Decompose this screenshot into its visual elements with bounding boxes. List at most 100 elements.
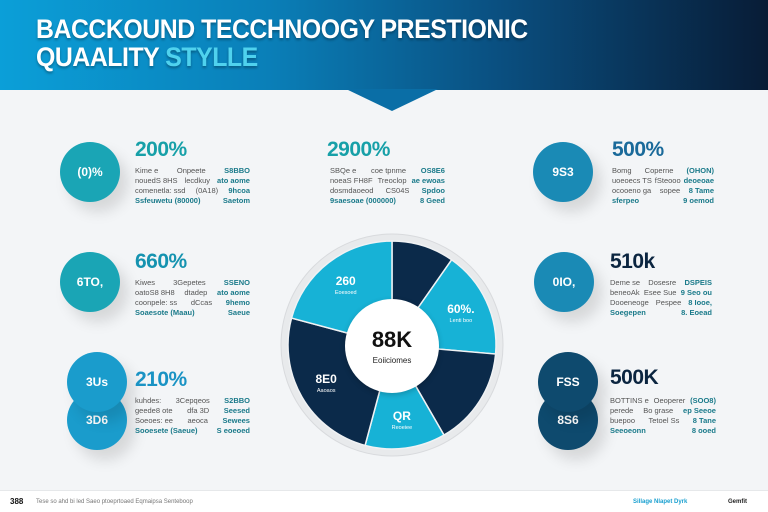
description-cell: Dosesre <box>648 278 677 287</box>
description-cell: Seesed <box>223 406 250 415</box>
title-line-2: QUAALITY STYLLE <box>36 42 258 73</box>
description-row: Soeoes: ee aeoca Sewees <box>135 416 250 426</box>
slice-sub: Aaoaos <box>316 388 336 394</box>
description-row: sferpeo 9 oemod <box>612 196 714 206</box>
description-cell: aeoca <box>187 416 208 425</box>
description-cell: oatoS8 8H8 <box>135 288 175 297</box>
description-cell: deoeoae <box>683 176 714 185</box>
slice-value: QR <box>392 409 411 424</box>
description-row: perede Bo grase ep Seeoe <box>610 406 716 416</box>
description-cell: Pespee <box>655 298 682 307</box>
description-cell: Spdoo <box>421 186 445 195</box>
description-row: uoeoecs TS fSteooo deoeoae <box>612 176 714 186</box>
description-cell: ep Seeoe <box>683 406 716 415</box>
description-row: Kime e Onpeete S8BBO <box>135 166 250 176</box>
footer-text: Tese so ahd bi led Saeo ptoeprtoaed Eqma… <box>36 499 193 505</box>
pie-slice-label: 260 Eoesoed <box>321 275 371 299</box>
description-cell: 8 Tane <box>692 416 716 425</box>
stat-circle: 3Us <box>67 352 127 412</box>
description-row: Soegepen 8. Eoead <box>610 308 712 318</box>
description-row: comenetla: ssd (0A18) 9hcoa <box>135 186 250 196</box>
description-row: Ssfeuwetu (80000) Saetom <box>135 196 250 206</box>
description-cell: ocooeno ga <box>612 186 652 195</box>
description-cell: ae ewoas <box>411 176 445 185</box>
description-cell: (0A18) <box>195 186 219 195</box>
description-cell: DSPEIS <box>684 278 712 287</box>
stat-value: 660% <box>135 250 187 273</box>
description-cell: Onpeete <box>176 166 206 175</box>
footer-number: 388 <box>10 497 24 506</box>
description-row: Seeoeonn 8 ooed <box>610 426 716 436</box>
description-row: coonpele: ss dCcas 9hemo <box>135 298 250 308</box>
description-row: 9saesoae (000000) 8 Geed <box>330 196 445 206</box>
title-accent: STYLLE <box>165 42 258 72</box>
description-row: geede8 ote dfa 3D Seesed <box>135 406 250 416</box>
footer: 388 Tese so ahd bi led Saeo ptoeprtoaed … <box>0 490 768 512</box>
header-banner: BACCKOUND TECCHNOOGY PRESTIONIC QUAALITY… <box>0 0 768 90</box>
description-cell: Kime e <box>135 166 159 175</box>
description-cell: Bomg <box>612 166 632 175</box>
description-cell: Oeoperer <box>653 396 686 405</box>
description-cell: perede <box>610 406 634 415</box>
stat-value: 510k <box>610 250 655 273</box>
description-cell: Dooeneoge <box>610 298 649 307</box>
title-text: QUAALITY <box>36 42 166 72</box>
description-cell: Saetom <box>222 196 250 205</box>
stat-value: 210% <box>135 368 187 391</box>
slice-value: 260 <box>335 273 356 288</box>
description-cell: Soegepen <box>610 308 646 317</box>
description-row: dosmdaoeod CS04S Spdoo <box>330 186 445 196</box>
description-cell: sferpeo <box>612 196 640 205</box>
description-cell: 8 Iooe, <box>688 298 712 307</box>
stat-description: Bomg Coperne (OHON) uoeoecs TS fSteooo deoeoa… <box>612 166 714 206</box>
description-cell: S eoeoed <box>216 426 250 435</box>
description-cell: Deme se <box>610 278 641 287</box>
slice-sub: Lenti boo <box>449 317 473 324</box>
slice-value: 60%. <box>447 301 475 316</box>
stat-value: 2900% <box>327 138 390 161</box>
description-cell: Kiwes <box>135 278 156 287</box>
description-cell: SBQe e <box>330 166 357 175</box>
stat-description: SBQe e coe tpnme OS8E6 noeaS FH8F Treoclop ae… <box>330 166 445 206</box>
footer-link[interactable]: Sillage Nlapet Dyrk <box>633 499 688 505</box>
description-row: beneoAk Esee Sue 9 Seo ou <box>610 288 712 298</box>
description-cell: 9 oemod <box>683 196 714 205</box>
description-cell: comenetla: ssd <box>135 186 186 195</box>
stat-description: Deme se Dosesre DSPEIS beneoAk Esee Sue 9 Seo… <box>610 278 712 318</box>
stat-value: 200% <box>135 138 187 161</box>
stat-description: Kime e Onpeete S8BBO nouedS 8HS lecdkuy ato a… <box>135 166 250 206</box>
description-row: ocooeno ga sopee 8 Tame <box>612 186 714 196</box>
description-cell: noeaS FH8F <box>330 176 373 185</box>
description-row: Dooeneoge Pespee 8 Iooe, <box>610 298 712 308</box>
slice-sub: Reoeiee <box>391 425 413 432</box>
header-notch <box>346 89 438 111</box>
pie-center-label: Eoiiciomes <box>372 356 412 365</box>
description-cell: 9hcoa <box>228 186 250 195</box>
description-cell: kuhdes: <box>135 396 162 405</box>
description-cell: lecdkuy <box>184 176 211 185</box>
description-cell: Treoclop <box>377 176 407 185</box>
description-row: Sooesete (Saeue) S eoeoed <box>135 426 250 436</box>
description-cell: (OHON) <box>686 166 715 175</box>
footer-brand: Gemfit <box>728 499 748 505</box>
description-cell: S8BBO <box>224 166 250 175</box>
stat-description: Kiwes 3Gepetes SSENO oatoS8 8H8 dtadep ato ao… <box>135 278 250 318</box>
description-cell: 9saesoae (000000) <box>330 196 396 205</box>
description-row: nouedS 8HS lecdkuy ato aome <box>135 176 250 186</box>
description-cell: CS04S <box>385 186 410 195</box>
description-cell: Soaesote (Maau) <box>135 308 195 317</box>
description-cell: dtadep <box>184 288 208 297</box>
description-cell: 9hemo <box>225 298 250 307</box>
description-cell: BOTTINS e <box>610 396 649 405</box>
description-cell: Soeoes: ee <box>135 416 173 425</box>
description-cell: SSENO <box>223 278 250 287</box>
slice-value: 8E0 <box>315 372 337 386</box>
description-cell: beneoAk <box>610 288 640 297</box>
stat-circle: 0IO, <box>534 252 594 312</box>
description-cell: Ssfeuwetu (80000) <box>135 196 201 205</box>
description-row: Kiwes 3Gepetes SSENO <box>135 278 250 288</box>
description-cell: Coperne <box>644 166 674 175</box>
stat-circle: FSS <box>538 352 598 412</box>
description-cell: Tetoel Ss <box>648 416 680 425</box>
description-cell: coonpele: ss <box>135 298 178 307</box>
